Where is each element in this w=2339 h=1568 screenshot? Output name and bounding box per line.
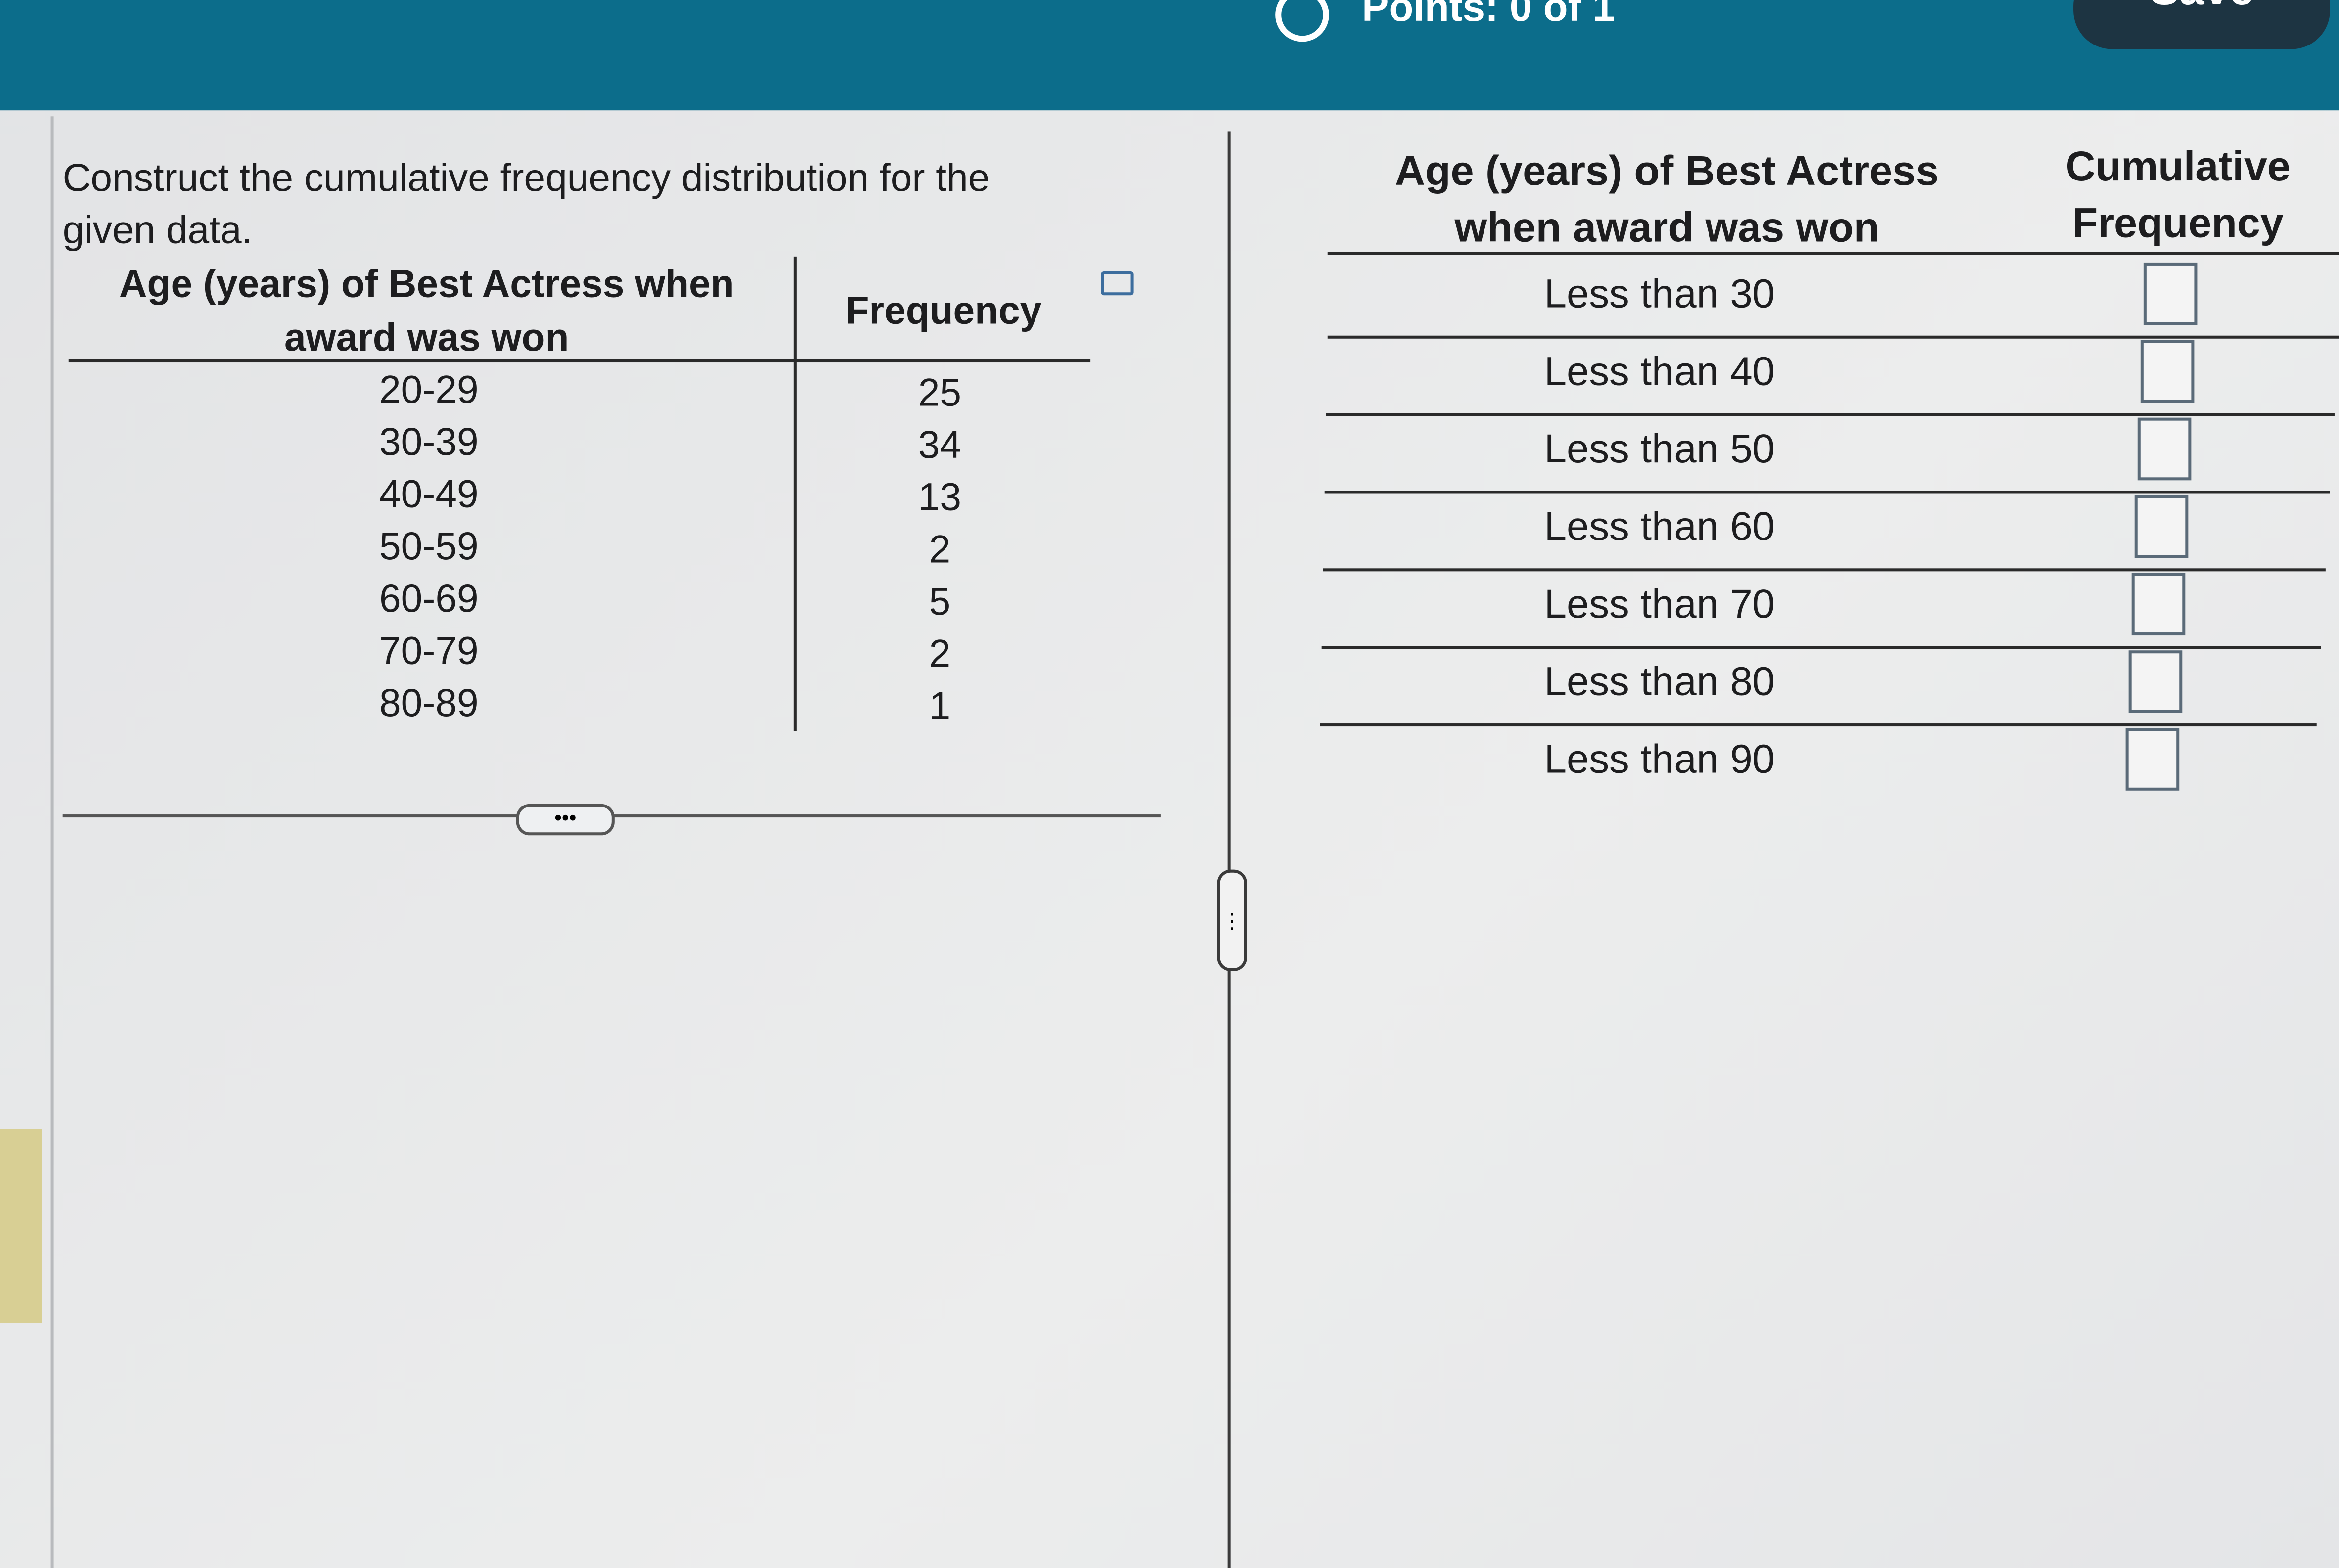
age-class: 30-39 [379,419,479,464]
cumulative-input[interactable] [2125,728,2180,791]
age-class: 20-29 [379,367,479,412]
frequency: 13 [918,474,962,519]
points: Points: 0 of 1 [1362,0,1615,30]
given-header-rule [68,359,1091,363]
top-bar [0,0,2339,111]
answer-class: Less than 80 [1544,659,1775,704]
save-button[interactable]: Save [2073,0,2330,49]
answer-class: Less than 90 [1544,737,1775,782]
row-rule [1327,335,2339,338]
answer-class: Less than 40 [1544,349,1775,394]
answer-class: Less than 30 [1544,271,1775,316]
row-rule [1324,491,2330,493]
cumulative-input[interactable] [2128,650,2183,713]
answer-header-rule [1327,252,2339,255]
answer-class: Less than 50 [1544,426,1775,472]
answer-class: Less than 60 [1544,504,1775,549]
expand-button[interactable]: ••• [516,804,615,836]
cumulative-input[interactable] [2131,573,2186,636]
row-rule [1323,568,2326,571]
answer-header-age: Age (years) of Best Actress when award w… [1395,147,1939,251]
age-class: 80-89 [379,680,479,725]
given-header-frequency: Frequency [845,288,1042,333]
age-class: 50-59 [379,523,479,569]
frequency: 2 [929,526,951,572]
divider [1227,131,1231,1568]
age-class: 40-49 [379,471,479,516]
frequency: 5 [929,579,951,624]
side-tab [0,1129,42,1323]
given-header-age: Age (years) of Best Actress when award w… [119,261,734,359]
resize-handle[interactable]: ⋮ [1217,869,1247,971]
cumulative-input[interactable] [2140,340,2195,403]
cumulative-input[interactable] [2143,262,2198,325]
panel-edge [50,116,54,1568]
copy-icon[interactable] [1101,271,1134,296]
question: Construct the cumulative frequency distr… [62,155,990,252]
given-column-rule [793,256,797,731]
answer-header-cumulative: Cumulative Frequency [2065,143,2291,246]
frequency: 34 [918,422,962,467]
answer-class: Less than 70 [1544,582,1775,627]
row-rule [1326,413,2335,416]
cumulative-input[interactable] [2137,417,2192,481]
cumulative-input[interactable] [2134,495,2189,558]
frequency: 2 [929,631,951,676]
age-class: 70-79 [379,627,479,673]
age-class: 60-69 [379,576,479,621]
frequency: 25 [918,370,962,415]
row-rule [1320,723,2317,726]
row-rule [1321,646,2321,648]
frequency: 1 [929,683,951,728]
